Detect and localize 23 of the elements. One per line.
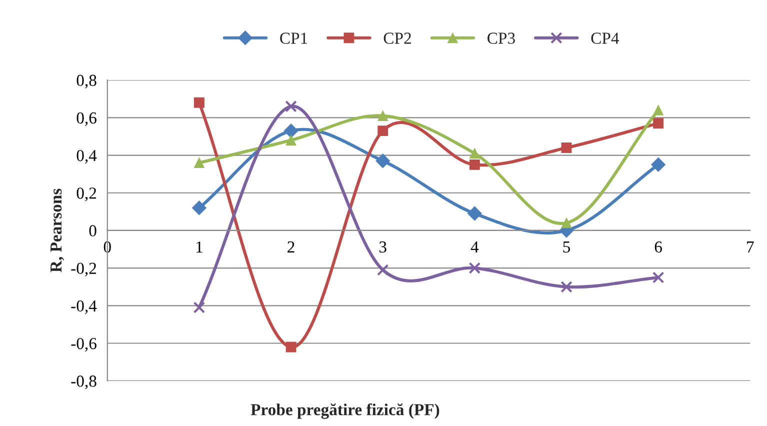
- legend-label: CP3: [488, 32, 515, 44]
- x-tick-label: 0: [104, 241, 111, 253]
- y-tick-label: 0: [89, 225, 96, 236]
- legend-label: CP2: [384, 32, 411, 44]
- x-tick-label: 1: [196, 241, 202, 252]
- y-tick-label: 0,2: [76, 188, 96, 202]
- x-tick-label: 5: [563, 242, 570, 253]
- y-tick-label: -0,4: [71, 300, 97, 314]
- x-tick-label: 3: [379, 241, 386, 253]
- y-axis-title: R, Pearsons: [50, 188, 64, 272]
- legend-label: CP4: [591, 32, 620, 44]
- x-axis-title: Probe pregătire fizică (PF): [250, 403, 440, 419]
- y-tick-label: -0,6: [71, 338, 96, 352]
- y-tick-label: -0,2: [71, 262, 96, 276]
- y-tick-label: 0,4: [76, 150, 97, 164]
- x-tick-label: 6: [654, 241, 662, 253]
- x-tick-label: 4: [470, 241, 479, 252]
- legend-label: CP1: [280, 32, 308, 44]
- y-tick-label: 0,8: [76, 74, 96, 88]
- y-tick-label: 0,6: [76, 112, 96, 126]
- y-tick-label: -0,8: [71, 376, 96, 390]
- x-tick-label: 2: [288, 241, 294, 252]
- x-tick-label: 7: [747, 242, 754, 252]
